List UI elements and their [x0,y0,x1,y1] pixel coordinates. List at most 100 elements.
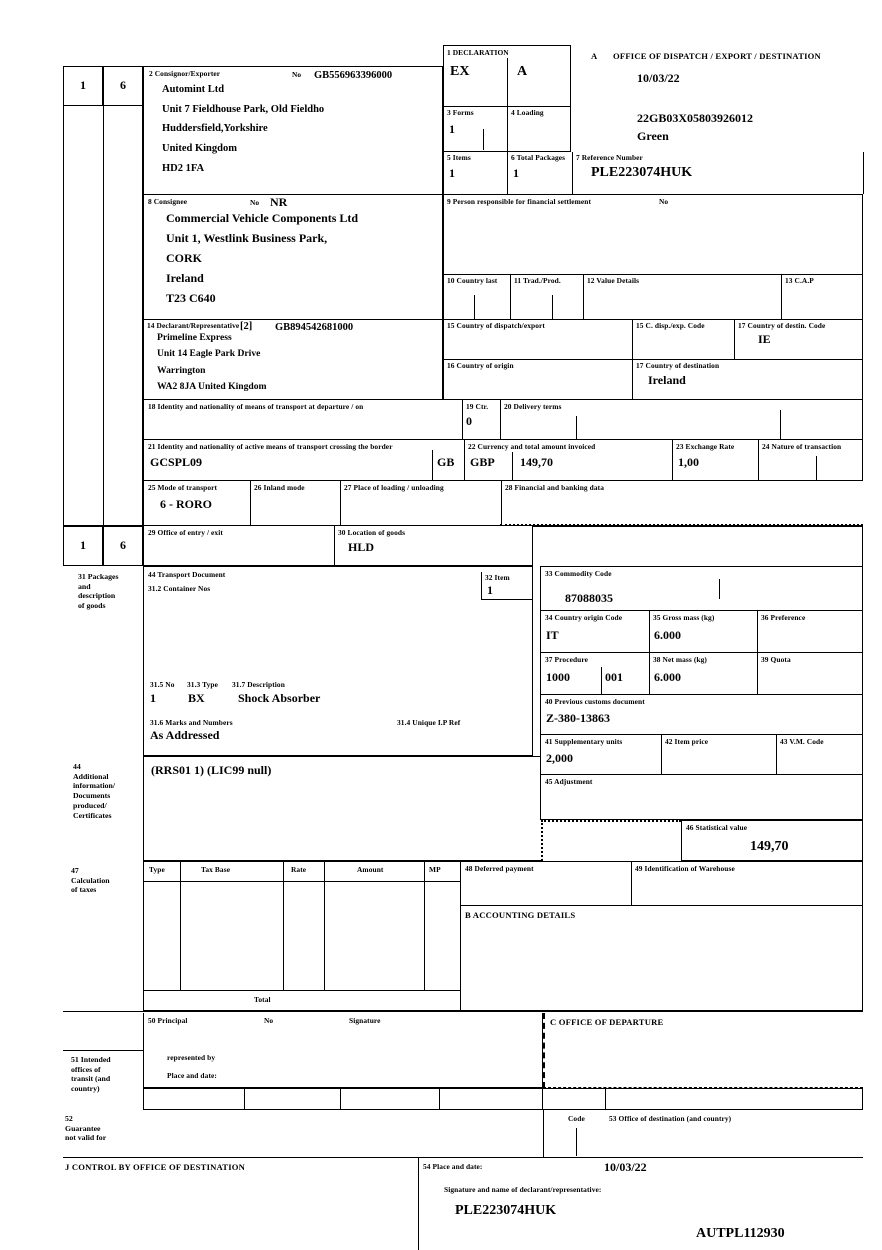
box-50-no-label: No [264,1016,274,1025]
box-5-6-7-group: 5 Items 1 6 Total Packages 1 7 Reference… [443,152,864,195]
box-31-7-desc-value: Shock Absorber [238,691,321,705]
box-32-label: 32 Item [485,573,510,582]
box-37-value-2: 001 [605,670,623,684]
box-11-label: 11 Trad./Prod. [514,276,561,285]
box-50-principal[interactable]: 50 Principal No Signature represented by… [143,1013,543,1088]
box-8-line-2: Unit 1, Westlink Business Park, [166,231,328,245]
box-31-6-marks-label: 31.6 Marks and Numbers [150,718,233,727]
box-33-value: 87088035 [565,591,613,605]
box-26-27-divider [340,481,341,525]
box-32-value: 1 [487,583,493,597]
box-A-letter: A [591,51,598,61]
box-49-label: 49 Identification of Warehouse [635,864,735,873]
box-18-label: 18 Identity and nationality of means of … [148,402,364,411]
tax-col-tax-base: Tax Base [201,865,231,874]
box-17c-value: IE [758,332,771,346]
box-35-value: 6.000 [654,628,681,642]
box-17-label: 17 Country of destination [636,361,720,370]
box-15c-label: 15 C. disp./exp. Code [636,321,705,330]
box-20-inner-divider-b [780,410,781,439]
box-31-side-label: 31 Packages and description of goods [78,572,119,611]
box-12-label: 12 Value Details [587,276,640,285]
box-54-agent-code: AUTPL112930 [696,1226,785,1241]
box-51-transit-offices[interactable] [143,1088,543,1110]
box-41-value: 2,000 [546,751,573,765]
box-2-consignor[interactable]: 2 Consignor/Exporter No GB556963396000 A… [143,66,443,195]
box-33-label: 33 Commodity Code [545,569,612,578]
box-25-label: 25 Mode of transport [148,483,218,492]
box-25-28-group: 25 Mode of transport 6 - RORO 26 Inland … [143,481,863,526]
box-44-value: (RRS01 1) (LIC99 null) [151,763,272,777]
box-C-label: C OFFICE OF DEPARTURE [550,1017,664,1027]
box-29-30-group: 29 Office of entry / exit 30 Location of… [143,526,533,566]
box-38-value: 6.000 [654,670,681,684]
tax-total-label: Total [254,995,271,1004]
box-41-43-group: 41 Supplementary units 2,000 42 Item pri… [540,735,863,775]
box-A-date: 10/03/22 [637,71,680,85]
box-28-dotted-rule [500,524,863,526]
box-22-label: 22 Currency and total amount invoiced [468,442,596,451]
box-B-label: B ACCOUNTING DETAILS [465,910,576,920]
box-41-label: 41 Supplementary units [545,737,623,746]
box-6-7-divider [572,152,573,194]
box-33-commodity-code[interactable]: 33 Commodity Code 87088035 [540,566,863,611]
box-15-17c-group: 15 Country of dispatch/export 15 C. disp… [443,320,863,360]
box-31-goods-description[interactable]: 44 Transport Document 31.2 Container Nos… [143,566,533,756]
box-24-inner-divider [816,456,817,480]
box-8-line-4: Ireland [166,271,204,285]
copy-number-right: 6 [120,78,126,92]
box-40-previous-document[interactable]: 40 Previous customs document Z-380-13863 [540,695,863,735]
box-8-label: 8 Consignee [148,197,188,206]
box-29-label: 29 Office of entry / exit [148,528,223,537]
box-18-19-divider [462,400,463,439]
box-44-dotted-right-edge [541,820,543,861]
box-47-tax-table[interactable]: Type Tax Base Rate Amount MP Total [143,861,461,1011]
box-38-39-divider [757,653,758,694]
box-48-label: 48 Deferred payment [465,864,534,873]
left-spine-divider [103,106,104,526]
box-8-no-value: NR [270,195,288,209]
box-14-line-3: Warrington [157,364,206,376]
box-B-accounting-details[interactable]: B ACCOUNTING DETAILS [461,906,863,1011]
box-46-statistical-value[interactable]: 46 Statistical value 149,70 [681,820,863,861]
box-44-side-label: 44 Additional information/ Documents pro… [73,762,116,820]
box-51-side-label-cell: 51 Intended offices of transit (and coun… [63,1050,143,1118]
box-45-adjustment[interactable]: 45 Adjustment [540,775,863,820]
box-1-declaration[interactable]: 1 DECLARATION EX A [443,45,571,107]
box-3-inner-divider [483,129,484,150]
box-12-13-divider [781,275,782,319]
box-2-line-5: HD2 1FA [162,162,205,174]
box-44-additional-information[interactable]: (RRS01 1) (LIC99 null) [143,756,541,861]
box-7-label: 7 Reference Number [576,153,643,162]
box-4-label: 4 Loading [511,108,544,117]
box-8-line-5: T23 C640 [166,291,216,305]
copy-number-right-box-lower: 6 [103,526,143,566]
box-10-inner-divider [474,295,475,319]
box-19-value: 0 [466,414,472,428]
box-46-label: 46 Statistical value [686,823,748,832]
box-17c-label: 17 Country of destin. Code [738,321,826,330]
box-8-line-3: CORK [166,251,202,265]
box-8-consignee[interactable]: 8 Consignee No NR Commercial Vehicle Com… [143,195,443,320]
box-27-label: 27 Place of loading / unloading [344,483,444,492]
box-43-label: 43 V.M. Code [780,737,824,746]
box-7-value: PLE223074HUK [591,165,693,180]
box-14-declarant[interactable]: 14 Declarant/Representative [2] GB894542… [143,320,443,400]
tax-table-header-row: Type Tax Base Rate Amount MP [144,862,460,882]
box-31-5-no-value: 1 [150,691,156,705]
box-24-label: 24 Nature of transaction [762,442,842,451]
box-C-dashed-top-rule [543,1011,863,1013]
box-9-financial-settlement[interactable]: 9 Person responsible for financial settl… [443,195,863,275]
box-35-36-divider [757,611,758,652]
box-17-value: Ireland [648,373,686,387]
box-C-office-of-departure[interactable]: C OFFICE OF DEPARTURE [545,1013,863,1087]
box-30-right-filler [533,526,863,566]
box-3-4-divider [507,107,508,151]
box-25-26-divider [250,481,251,525]
box-13-label: 13 C.A.P [785,276,814,285]
box-31-3-type-value: BX [188,691,205,705]
box-34-value: IT [546,628,559,642]
box-22-amount: 149,70 [520,455,553,469]
box-37-value: 1000 [546,670,570,684]
